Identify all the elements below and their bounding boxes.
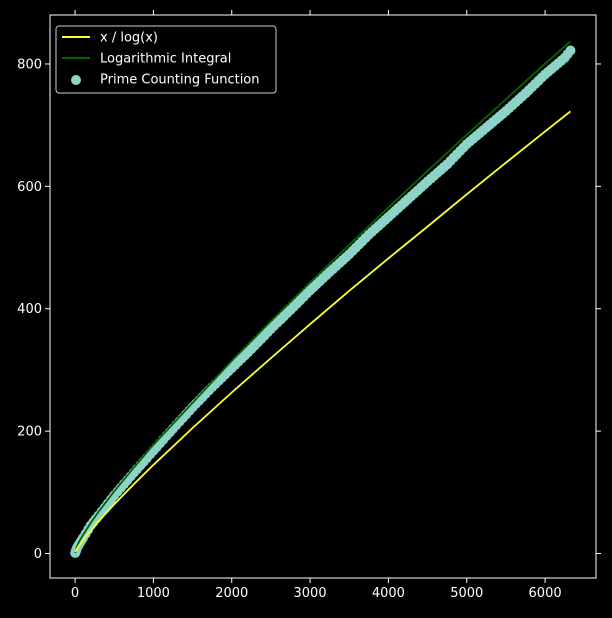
x-tick-label: 1000 <box>137 586 170 601</box>
x-tick-label: 4000 <box>372 586 405 601</box>
legend-marker <box>71 75 81 85</box>
y-tick-label: 800 <box>17 57 42 72</box>
legend-box <box>55 25 277 94</box>
y-tick-label: 600 <box>17 180 42 195</box>
x-tick-label: 5000 <box>450 586 483 601</box>
x-tick-label: 3000 <box>294 586 327 601</box>
legend-label: Prime Counting Function <box>100 73 260 88</box>
series-layer <box>70 40 576 558</box>
series-logarithmic-integral-line <box>74 40 572 554</box>
y-tick-label: 0 <box>34 547 42 562</box>
legend: x / log(x) Logarithmic Integral Prime Coun… <box>55 25 277 94</box>
y-tick-label: 400 <box>17 302 42 317</box>
axes-frame <box>49 14 597 579</box>
legend-label: Logarithmic Integral <box>100 52 231 67</box>
x-tick-label: 2000 <box>215 586 248 601</box>
x-tick-label: 0 <box>71 586 79 601</box>
series-prime-counting <box>70 45 576 558</box>
x-tick-label: 6000 <box>529 586 562 601</box>
series-x-over-log-x-line <box>74 110 572 553</box>
legend-label: x / log(x) <box>100 31 158 46</box>
axes-layer: 0 1000 2000 3000 4000 5000 6000 0 200 400 600 800 <box>17 10 601 601</box>
prime-counting-point <box>565 45 576 56</box>
y-tick-label: 200 <box>17 425 42 440</box>
